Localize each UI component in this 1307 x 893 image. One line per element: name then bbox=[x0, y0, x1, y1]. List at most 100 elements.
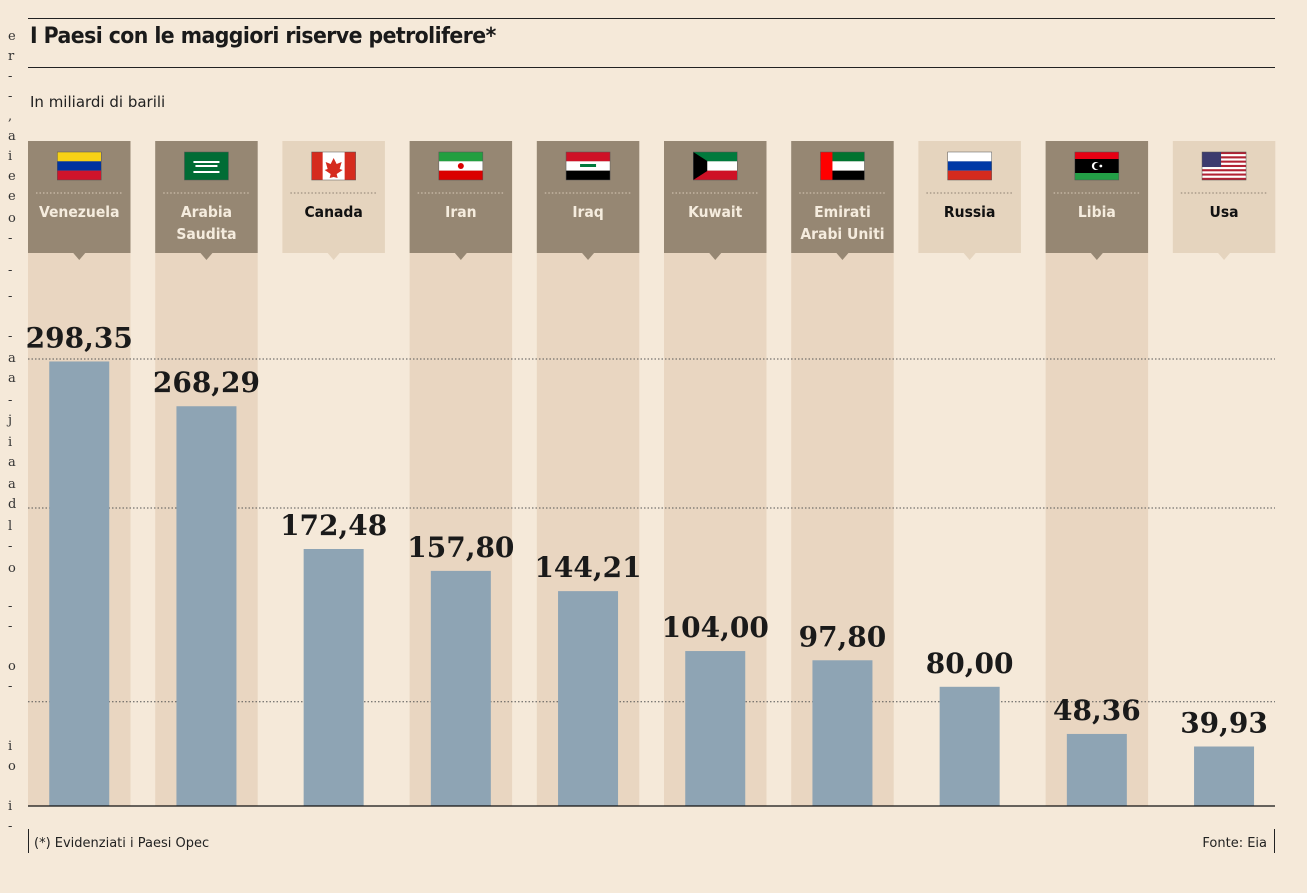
left-strip-char: a bbox=[8, 477, 16, 492]
category-label: Arabi Uniti bbox=[800, 225, 884, 243]
flag-part bbox=[1202, 169, 1247, 172]
flag-part bbox=[1202, 154, 1247, 157]
left-strip-char: - bbox=[8, 289, 13, 304]
header-pointer bbox=[327, 253, 340, 260]
flag-canton bbox=[1202, 152, 1222, 167]
bar bbox=[49, 361, 110, 806]
flag-part bbox=[947, 152, 992, 162]
bar bbox=[176, 406, 237, 806]
left-strip-char: - bbox=[8, 619, 13, 634]
bar bbox=[303, 549, 364, 806]
header-pointer bbox=[1218, 253, 1231, 260]
left-strip-char: a bbox=[8, 455, 16, 470]
flag-border bbox=[311, 151, 356, 181]
category-label: Iran bbox=[445, 203, 476, 221]
maple-leaf bbox=[324, 158, 343, 181]
left-strip-char: i bbox=[8, 799, 13, 814]
bar bbox=[1066, 733, 1127, 806]
flag-part bbox=[57, 170, 102, 180]
flag-part bbox=[195, 165, 218, 167]
venezuela-flag bbox=[57, 151, 102, 181]
left-strip-char: - bbox=[8, 231, 13, 246]
flag-star bbox=[1099, 164, 1103, 168]
left-strip-char: - bbox=[8, 819, 13, 834]
flag-part bbox=[693, 161, 738, 171]
iraq-flag bbox=[565, 151, 611, 181]
column-iran: Iran 157,80 bbox=[407, 141, 514, 806]
flag-part bbox=[311, 152, 323, 180]
left-strip-char: o bbox=[8, 759, 16, 774]
category-label: Saudita bbox=[176, 225, 236, 243]
header-pointer bbox=[1090, 253, 1103, 260]
left-strip-char: r bbox=[8, 49, 15, 64]
column-libia: Libia 48,36 bbox=[1045, 141, 1149, 806]
uae-flag bbox=[820, 151, 865, 181]
flag-border bbox=[565, 151, 611, 181]
left-strip-char: a bbox=[8, 351, 16, 366]
left-strip-char: o bbox=[8, 561, 16, 576]
footer-right-tick bbox=[1274, 829, 1275, 853]
flag-part bbox=[820, 152, 833, 180]
source-note: Fonte: Eia bbox=[1202, 836, 1267, 851]
value-label: 157,80 bbox=[407, 531, 514, 564]
left-strip-char: a bbox=[8, 371, 16, 386]
bar bbox=[812, 660, 873, 806]
russia-flag bbox=[947, 151, 992, 181]
category-label: Arabia bbox=[181, 203, 232, 221]
left-strip-char: i bbox=[8, 739, 13, 754]
left-strip-char: d bbox=[8, 497, 17, 512]
flag-border bbox=[947, 151, 992, 181]
flag-part bbox=[1074, 173, 1119, 180]
bar bbox=[558, 591, 619, 806]
flag-part bbox=[566, 170, 611, 180]
category-label: Kuwait bbox=[688, 203, 743, 221]
header-pointer bbox=[454, 253, 467, 260]
header-pointer bbox=[963, 253, 976, 260]
flag-part bbox=[344, 152, 356, 180]
opec-column-bg bbox=[1045, 253, 1149, 806]
flag-border bbox=[57, 151, 102, 181]
flag-part bbox=[820, 161, 865, 171]
left-strip-char: i bbox=[8, 149, 13, 164]
flag-part bbox=[1202, 167, 1247, 170]
flag-part bbox=[1202, 160, 1247, 163]
header-pointer bbox=[836, 253, 849, 260]
category-label: Russia bbox=[944, 203, 995, 221]
flag-border bbox=[184, 151, 229, 181]
value-label: 39,93 bbox=[1180, 707, 1268, 740]
left-strip-char: - bbox=[8, 393, 13, 408]
flag-part bbox=[1202, 156, 1247, 159]
flag-part bbox=[947, 170, 992, 180]
value-label: 172,48 bbox=[280, 509, 387, 542]
flag-crescent-cut bbox=[1094, 162, 1101, 170]
column-emirati-arabi-uniti: Emirati Arabi Uniti 97,80 bbox=[791, 141, 894, 806]
flag-part bbox=[1202, 175, 1247, 178]
flag-part bbox=[1202, 171, 1247, 174]
flag-part bbox=[1202, 177, 1247, 180]
left-strip-char: - bbox=[8, 329, 13, 344]
value-label: 80,00 bbox=[926, 647, 1014, 680]
flag-trapezoid bbox=[693, 152, 708, 180]
flag-emblem bbox=[580, 164, 597, 167]
bar bbox=[939, 686, 1000, 806]
left-strip-char: e bbox=[8, 29, 16, 44]
left-strip-char: e bbox=[8, 189, 16, 204]
title-rule bbox=[28, 67, 1275, 68]
flag-part bbox=[57, 161, 102, 171]
left-strip-char: j bbox=[8, 413, 13, 428]
flag-part bbox=[1202, 164, 1247, 168]
flag-part bbox=[566, 152, 611, 162]
flag-part bbox=[820, 152, 865, 162]
value-label: 48,36 bbox=[1053, 694, 1141, 727]
canada-flag bbox=[311, 151, 356, 181]
column-canada: Canada 172,48 bbox=[280, 141, 387, 806]
bar bbox=[685, 651, 746, 806]
category-label: Emirati bbox=[814, 203, 871, 221]
header-pointer bbox=[582, 253, 595, 260]
category-label: Canada bbox=[304, 203, 362, 221]
saudi-arabia-flag bbox=[184, 151, 229, 181]
flag-border bbox=[1074, 151, 1120, 181]
chart-subtitle: In miliardi di barili bbox=[30, 93, 166, 111]
flag-part bbox=[1202, 158, 1247, 161]
left-strip-char: e bbox=[8, 169, 16, 184]
